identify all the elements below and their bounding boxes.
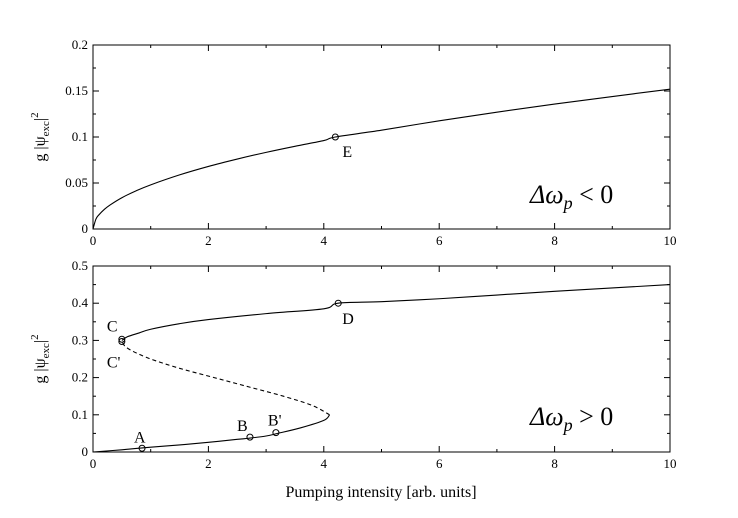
bottom-point-group: A B B' C C' D [107, 299, 354, 452]
bottom-panel: 0 2 4 6 8 10 0 0.1 0.2 0.3 0.4 0.5 A B B' C C' D g |ψexc… [29, 258, 677, 501]
top-x-tick-label: 8 [551, 233, 558, 248]
bottom-x-tick-label: 8 [551, 456, 558, 471]
top-y-tick-label: 0.2 [72, 37, 88, 52]
point-label-b: B [237, 418, 248, 435]
bottom-y-tick-label: 0.1 [72, 407, 88, 422]
point-label-e: E [342, 144, 352, 161]
point-marker-e [331, 133, 339, 141]
point-label-d: D [342, 311, 354, 328]
point-marker-a [138, 444, 146, 452]
top-curve-group [92, 88, 671, 230]
bottom-y-axis-title: g |ψexc|2 [29, 334, 52, 383]
top-x-tick-label: 0 [90, 233, 97, 248]
top-y-tick-label: 0.05 [65, 175, 88, 190]
top-curve-solid-0 [92, 88, 671, 230]
point-label-a: A [134, 429, 146, 446]
point-marker-c [118, 335, 126, 343]
top-x-tick-label: 2 [205, 233, 212, 248]
point-marker-cprime [118, 338, 126, 346]
bottom-y-tick-label: 0.3 [72, 332, 88, 347]
x-axis-title: Pumping intensity [arb. units] [285, 484, 476, 501]
point-marker-bprime [272, 429, 280, 437]
bottom-curve-group [92, 284, 671, 453]
bottom-x-tick-label: 4 [321, 456, 328, 471]
bottom-curve-solid-2 [121, 284, 671, 341]
top-panel: 0 2 4 6 8 10 0 0.05 0.1 0.15 0.2 E g |ψexc|2 Δωp <… [29, 37, 677, 248]
bottom-y-tick-label: 0.5 [72, 258, 88, 273]
point-marker-b [246, 433, 254, 441]
bottom-regime-annotation: Δωp > 0 [529, 402, 613, 435]
bottom-curve-dashed-1 [121, 340, 330, 416]
top-y-axis-title: g |ψexc|2 [29, 112, 52, 161]
top-point-group: E [331, 133, 352, 161]
bottom-x-tick-label: 10 [664, 456, 677, 471]
top-y-tick-label: 0.1 [72, 129, 88, 144]
point-label-c: C [107, 318, 118, 335]
bottom-y-tick-label: 0.4 [72, 295, 89, 310]
bottom-x-tick-label: 6 [436, 456, 443, 471]
bottom-x-tick-label: 2 [205, 456, 212, 471]
top-tick-group: 0 2 4 6 8 10 0 0.05 0.1 0.15 0.2 [65, 37, 676, 248]
bottom-curve-solid-0 [92, 414, 331, 453]
top-regime-annotation: Δωp < 0 [529, 180, 613, 213]
point-label-bprime: B' [268, 413, 282, 430]
top-y-tick-label: 0 [82, 221, 89, 236]
top-y-tick-label: 0.15 [65, 83, 88, 98]
top-x-tick-label: 4 [321, 233, 328, 248]
bottom-x-tick-label: 0 [90, 456, 97, 471]
top-x-tick-label: 10 [664, 233, 677, 248]
top-x-tick-label: 6 [436, 233, 443, 248]
bottom-y-tick-label: 0.2 [72, 370, 88, 385]
point-label-cprime: C' [107, 355, 121, 372]
bottom-tick-group: 0 2 4 6 8 10 0 0.1 0.2 0.3 0.4 0.5 [72, 258, 677, 471]
point-marker-d [334, 299, 342, 307]
bottom-y-tick-label: 0 [82, 444, 89, 459]
